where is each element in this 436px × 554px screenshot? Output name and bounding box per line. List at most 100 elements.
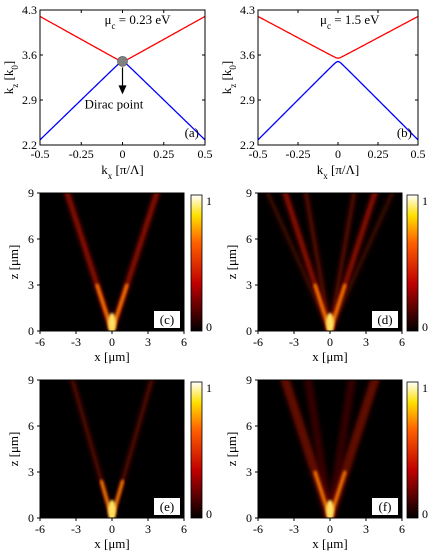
dirac-point-label: Dirac point [85,96,144,111]
x-tick-label: -0.5 [31,147,50,161]
x-tick-label: -3 [71,522,81,536]
x-axis-label: kx [π/Λ] [101,162,144,181]
x-tick-label: -6 [35,522,45,536]
upper-band-line [257,15,419,59]
y-tick-label: 2.2 [240,138,255,152]
x-tick-label: -3 [71,335,81,349]
colorbar-max-label: 1 [206,194,212,208]
heatmap-field [64,193,160,331]
beam-lobe [265,193,332,331]
y-tick-label: 0 [28,511,34,525]
x-tick-label: -3 [289,335,299,349]
x-tick-label: 0 [120,147,126,161]
panel-tag: (c) [160,312,174,327]
panel-tag-box [372,311,398,328]
y-tick-label: 3 [246,278,252,292]
x-tick-label: -3 [289,522,299,536]
colorbar-min-label: 0 [206,320,212,334]
x-tick-label: 3 [145,335,151,349]
y-tick-label: 6 [28,419,34,433]
y-axis-label: z [μm] [224,432,239,467]
x-tick-label: -0.25 [69,147,94,161]
x-tick-label: 0 [109,522,115,536]
beam-lobe [328,193,395,331]
y-tick-label: 6 [246,232,252,246]
colorbar-max-label: 1 [206,381,212,395]
colorbar-min-label: 0 [422,507,428,521]
x-axis-label: x [μm] [94,349,130,364]
y-tick-label: 9 [28,186,34,200]
beam-lobe [304,380,334,518]
y-axis-label: kz [k0] [219,61,238,94]
heatmap-background [258,193,402,331]
y-tick-label: 9 [246,186,252,200]
x-tick-label: -6 [253,522,263,536]
y-tick-label: 3 [28,465,34,479]
panel-tag-box [154,498,180,515]
beam-source-hotspot [108,500,116,518]
y-tick-label: 0 [246,511,252,525]
dirac-point-marker [117,56,128,67]
x-tick-label: 0 [327,335,333,349]
x-tick-label: -0.5 [249,147,268,161]
colorbar [406,381,419,519]
y-tick-label: 9 [246,373,252,387]
beam-lobe [328,193,357,331]
dispersion-panel-a: -0.5 -0.25 0 0.25 0.5 4.3 3.6 2.9 2.2 kx [π/Λ] kz … [1,3,213,181]
lower-band-line [257,60,419,141]
heatmap-field [70,380,154,518]
heatmap-field [265,193,395,331]
beam-source-hotspot [326,500,334,518]
plot-frame [257,9,419,146]
x-tick-label: 0.5 [411,147,426,161]
x-tick-label: 0.25 [368,147,389,161]
x-tick-label: -6 [35,335,45,349]
y-axis-label: z [μm] [224,245,239,280]
x-tick-label: -6 [253,335,263,349]
y-tick-label: 4.3 [22,3,37,17]
y-tick-label: 3 [246,465,252,479]
y-tick-label: 3.6 [240,48,255,62]
heatmap-background [40,380,184,518]
x-tick-label: 0 [109,335,115,349]
chemical-potential-label: μc = 1.5 eV [320,12,380,31]
beam-source-hotspot [326,313,334,331]
heatmap-field [280,380,380,518]
colorbar [406,194,419,332]
x-axis-label: x [μm] [312,536,348,551]
panel-tag: (e) [160,499,174,514]
dispersion-panel-b: -0.5 -0.25 0 0.25 0.5 4.3 3.6 2.9 2.2 kx [π/Λ] kz … [219,3,426,181]
x-tick-label: 6 [181,522,187,536]
colorbar-max-label: 1 [422,194,428,208]
panel-tag: (f) [379,499,392,514]
beam-lobe [303,193,332,331]
y-tick-label: 6 [28,232,34,246]
y-tick-label: 4.3 [240,3,255,17]
x-tick-label: 0 [327,522,333,536]
colorbar [190,381,203,519]
panel-tag: (d) [377,312,392,327]
y-tick-label: 3 [28,278,34,292]
panel-tag-box [372,498,398,515]
y-tick-label: 2.9 [240,93,255,107]
y-tick-label: 0 [28,324,34,338]
x-tick-label: 6 [181,335,187,349]
colorbar [190,194,203,332]
x-tick-label: 3 [363,335,369,349]
x-tick-label: 3 [145,522,151,536]
y-tick-label: 2.9 [22,93,37,107]
y-tick-label: 2.2 [22,138,37,152]
y-tick-label: 9 [28,373,34,387]
x-tick-label: 6 [399,522,405,536]
x-tick-label: 3 [363,522,369,536]
dirac-arrow-head [118,85,127,95]
panel-tag: (a) [185,125,199,140]
y-axis-label: z [μm] [6,245,21,280]
beam-lobe [326,380,356,518]
heatmap-background [40,193,184,331]
